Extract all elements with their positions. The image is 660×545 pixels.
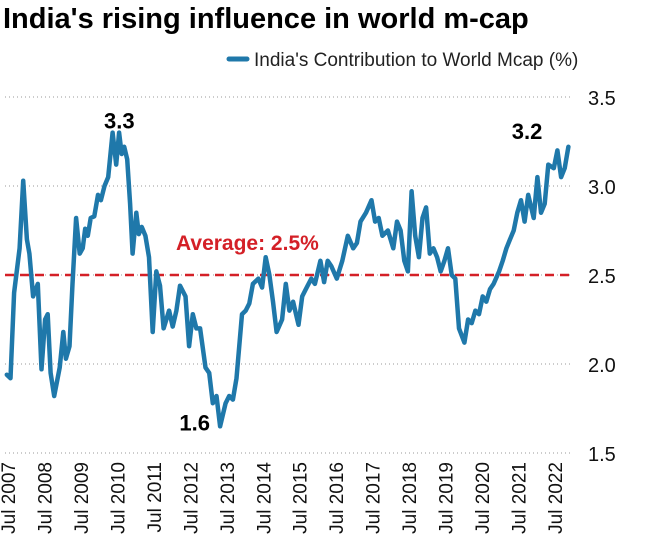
x-tick-label: Jul 2011 — [145, 462, 166, 532]
chart-title: India's rising influence in world m-cap — [3, 3, 529, 35]
x-tick-label: Jul 2016 — [327, 462, 348, 534]
data-label: 3.3 — [104, 109, 135, 134]
legend: India's Contribution to World Mcap (%) — [226, 50, 578, 71]
average-line: Average: 2.5% — [5, 232, 572, 277]
x-tick-label: Jul 2013 — [218, 462, 239, 534]
x-tick-label: Jul 2022 — [546, 462, 567, 534]
x-tick-label: Jul 2020 — [473, 462, 494, 534]
data-label: 3.2 — [512, 119, 543, 144]
x-tick-label: Jul 2021 — [510, 462, 531, 534]
x-tick-label: Jul 2010 — [108, 462, 129, 534]
y-tick-label: 2.0 — [588, 355, 616, 377]
annotations: 3.3 1.6 3.2 — [104, 109, 542, 436]
x-tick-label: Jul 2019 — [437, 462, 458, 534]
y-tick-label: 2.5 — [588, 266, 616, 288]
data-label: 1.6 — [179, 410, 210, 435]
x-tick-label: Jul 2014 — [254, 462, 275, 534]
x-tick-label: Jul 2009 — [72, 462, 93, 534]
x-tick-label: Jul 2018 — [400, 462, 421, 534]
x-axis: Jul 2007 Jul 2008 Jul 2009 Jul 2010 Jul 2011… — [0, 462, 567, 534]
x-tick-label: Jul 2008 — [36, 462, 57, 534]
y-tick-label: 1.5 — [588, 444, 616, 466]
y-tick-label: 3.5 — [588, 88, 616, 110]
plot-area — [4, 130, 571, 429]
x-tick-label: Jul 2012 — [181, 462, 202, 534]
y-axis: 3.5 3.0 2.5 2.0 1.5 — [588, 88, 616, 466]
x-tick-label: Jul 2017 — [364, 462, 385, 534]
y-tick-label: 3.0 — [588, 177, 616, 199]
legend-label: India's Contribution to World Mcap (%) — [254, 50, 578, 71]
x-tick-label: Jul 2007 — [0, 462, 20, 534]
x-tick-label: Jul 2015 — [291, 462, 312, 534]
average-label: Average: 2.5% — [176, 232, 319, 255]
series-line — [4, 130, 571, 429]
